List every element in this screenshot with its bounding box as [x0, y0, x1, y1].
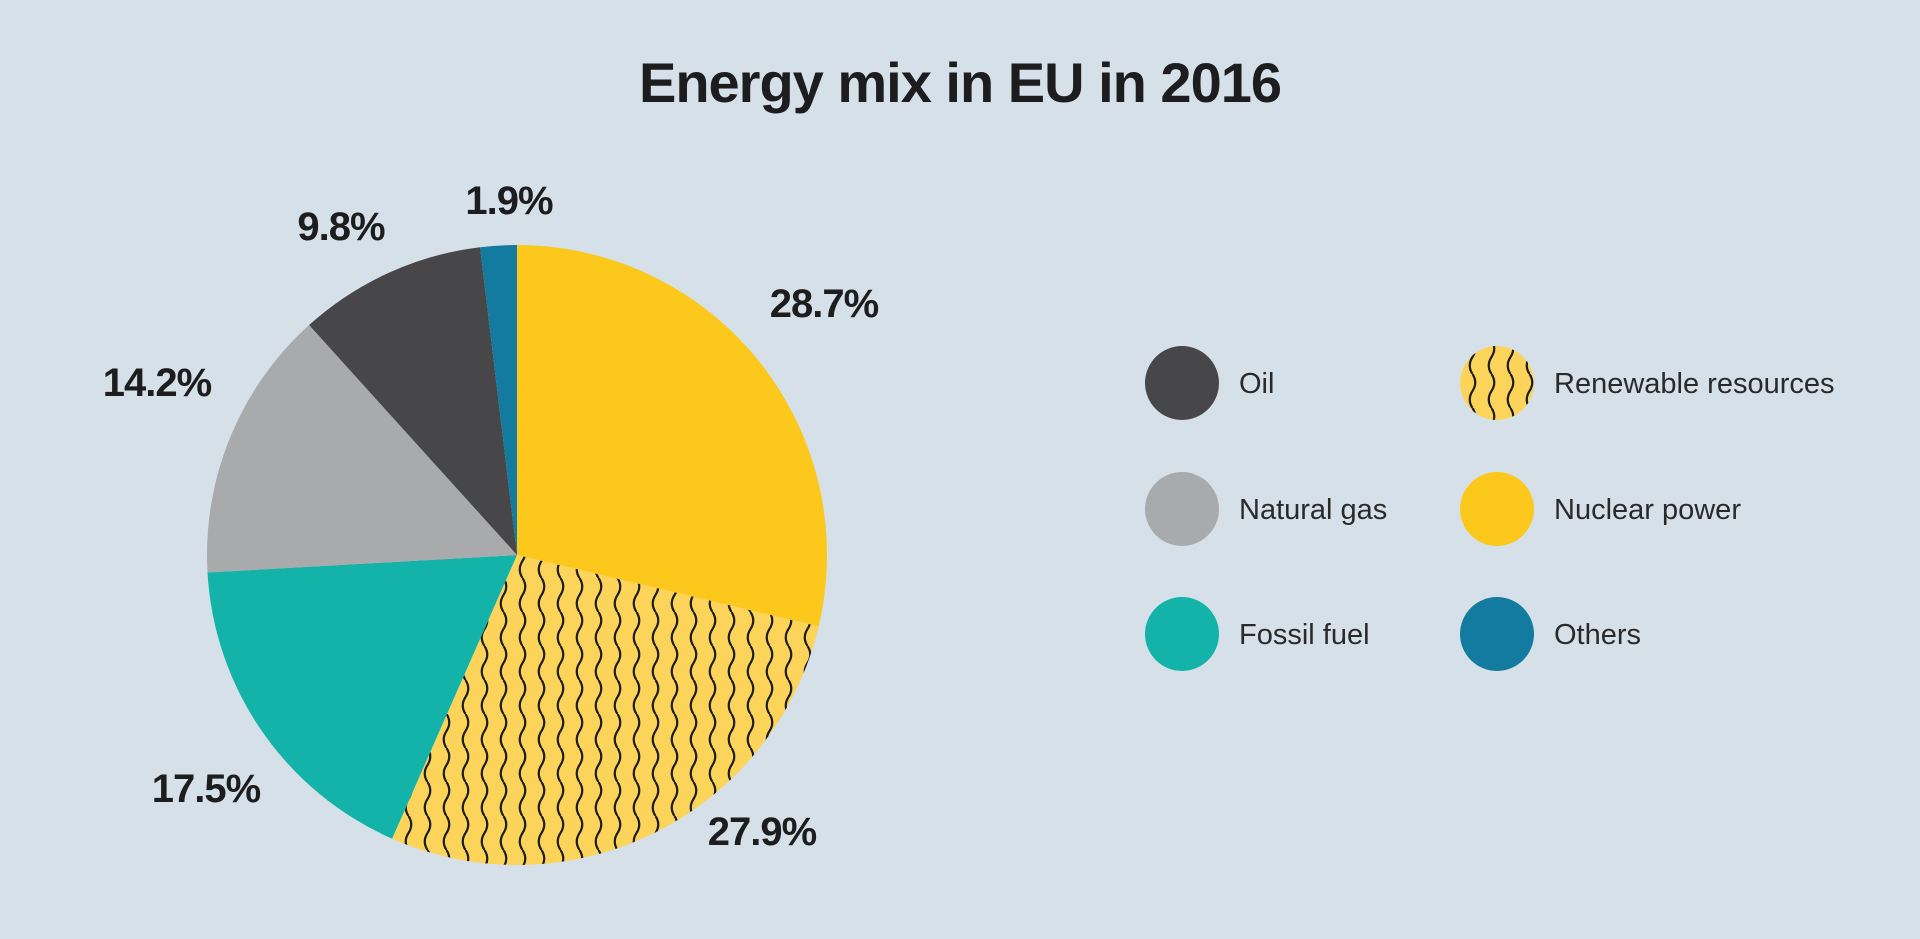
legend-item-natural-gas: Natural gas — [1145, 472, 1387, 546]
legend-item-oil: Oil — [1145, 346, 1274, 420]
legend-swatch-others — [1460, 597, 1534, 671]
value-label-fossil-fuel: 17.5% — [152, 767, 261, 811]
legend-swatch-natural-gas — [1145, 472, 1219, 546]
pie-value-labels: 28.7% 27.9% 17.5% 14.2% 9.8% 1.9% — [103, 179, 880, 854]
value-label-oil: 9.8% — [297, 205, 385, 249]
legend: Oil Renewable resources Natural gas Nuclear… — [1145, 346, 1834, 671]
pie-slice-renewable-resources — [392, 555, 819, 865]
legend-label-oil: Oil — [1239, 368, 1274, 400]
legend-label-fossil-fuel: Fossil fuel — [1239, 619, 1370, 651]
pie-slice-natural-gas — [207, 325, 518, 573]
legend-swatch-renewable-resources — [1460, 346, 1534, 420]
legend-item-fossil-fuel: Fossil fuel — [1145, 597, 1370, 671]
pie-slice-fossil-fuel — [207, 555, 517, 839]
pie-slice-others — [480, 245, 517, 555]
value-label-renewable-resources: 27.9% — [708, 810, 817, 854]
chart-title: Energy mix in EU in 2016 — [638, 51, 1282, 114]
value-label-natural-gas: 14.2% — [103, 361, 212, 405]
legend-label-nuclear-power: Nuclear power — [1554, 494, 1741, 526]
legend-item-renewable-resources: Renewable resources — [1460, 346, 1834, 420]
legend-swatch-fossil-fuel — [1145, 597, 1219, 671]
legend-label-renewable-resources: Renewable resources — [1554, 368, 1834, 400]
legend-swatch-nuclear-power — [1460, 472, 1534, 546]
pie-slice-nuclear-power — [517, 245, 827, 627]
pie-slice-oil — [309, 247, 517, 555]
legend-item-others: Others — [1460, 597, 1641, 671]
value-label-nuclear-power: 28.7% — [770, 282, 879, 326]
legend-item-nuclear-power: Nuclear power — [1460, 472, 1741, 546]
pie-slices — [207, 245, 827, 865]
legend-label-natural-gas: Natural gas — [1239, 494, 1387, 526]
legend-swatch-oil — [1145, 346, 1219, 420]
legend-label-others: Others — [1554, 619, 1641, 651]
value-label-others: 1.9% — [465, 179, 553, 223]
